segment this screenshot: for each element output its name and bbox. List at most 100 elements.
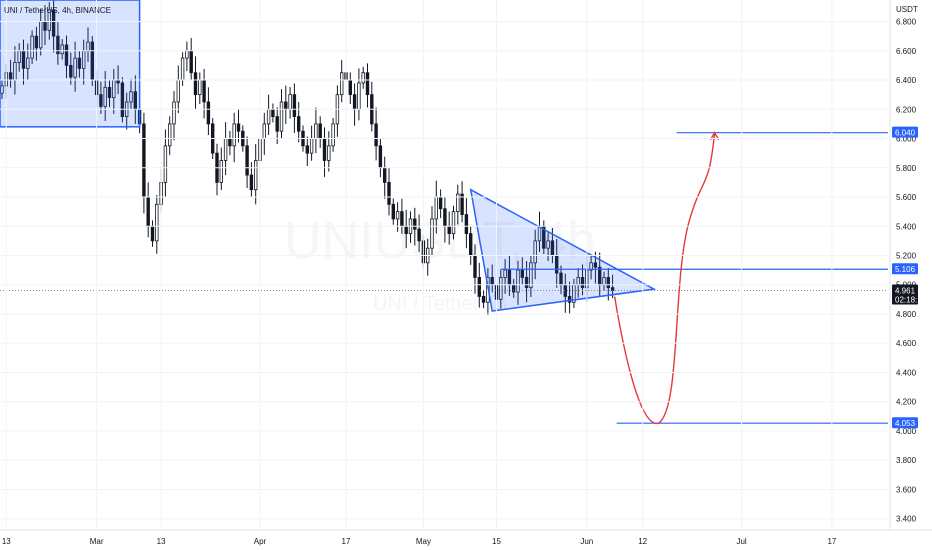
price-tick-label: 5.800 xyxy=(896,164,917,173)
candle-up xyxy=(185,50,189,59)
candle-down xyxy=(520,269,524,278)
candle-down xyxy=(387,181,391,205)
candle-down xyxy=(460,193,464,215)
candle-down xyxy=(292,94,297,117)
candle-down xyxy=(400,211,404,227)
triangle-pattern xyxy=(469,188,657,312)
time-tick-label: 15 xyxy=(492,537,501,546)
candle-up xyxy=(533,240,537,264)
candle-up xyxy=(167,123,172,147)
price-tick-label: 6.000 xyxy=(896,135,917,144)
price-tick-label: 4.000 xyxy=(896,427,917,436)
candle-down xyxy=(348,79,352,96)
candle-up xyxy=(172,101,176,125)
candle-up xyxy=(546,240,550,249)
time-tick-label: Mar xyxy=(90,537,104,546)
candle-up xyxy=(47,9,51,31)
candle-up xyxy=(103,86,107,107)
price-label: 6.040 xyxy=(895,129,916,138)
candle-down xyxy=(271,108,275,117)
time-tick-label: Jun xyxy=(580,537,593,546)
candle-down xyxy=(236,123,241,132)
candle-down xyxy=(189,50,193,74)
candle-down xyxy=(322,138,327,161)
price-tick-label: 4.800 xyxy=(896,310,917,319)
candle-up xyxy=(499,277,503,300)
candle-up xyxy=(327,145,331,161)
candle-down xyxy=(481,296,486,303)
candle-up xyxy=(26,57,30,69)
candle-down xyxy=(305,145,309,154)
candle-down xyxy=(275,116,279,132)
candle-down xyxy=(69,65,73,78)
candle-down xyxy=(296,116,301,132)
candle-down xyxy=(477,277,481,297)
candle-down xyxy=(51,9,56,37)
candle-down xyxy=(228,138,232,147)
candle-down xyxy=(120,82,125,117)
candle-up xyxy=(266,108,271,125)
price-tick-label: 6.800 xyxy=(896,18,917,27)
time-tick-label: 17 xyxy=(342,537,351,546)
price-label-box xyxy=(892,126,918,138)
candle-down xyxy=(580,277,585,289)
candle-down xyxy=(391,203,395,220)
candle-up xyxy=(219,160,223,183)
candle-down xyxy=(417,228,421,242)
candle-up xyxy=(180,57,185,81)
candle-up xyxy=(331,123,335,147)
candle-up xyxy=(129,91,133,103)
time-tick-label: 12 xyxy=(638,537,647,546)
candle-down xyxy=(64,44,69,66)
time-tick-label: 13 xyxy=(157,537,166,546)
candle-up xyxy=(163,145,168,183)
projection-path xyxy=(613,132,716,424)
price-label: 4.053 xyxy=(895,419,916,428)
candle-up xyxy=(529,262,533,289)
candle-down xyxy=(404,225,408,234)
price-axis-unit: USDT xyxy=(896,5,918,14)
candle-up xyxy=(30,35,34,59)
candle-up xyxy=(309,138,314,154)
candle-up xyxy=(503,269,507,278)
price-label-box xyxy=(892,263,918,275)
price-tick-label: 3.600 xyxy=(896,485,917,494)
candle-up xyxy=(589,262,593,271)
candle-down xyxy=(443,208,447,227)
price-label: 5.106 xyxy=(895,265,916,274)
candle-up xyxy=(198,79,202,96)
price-tick-label: 3.800 xyxy=(896,456,917,465)
price-tick-label: 6.200 xyxy=(896,105,917,114)
price-tick-label: 5.400 xyxy=(896,222,917,231)
rectangle-zone xyxy=(0,0,141,128)
symbol-title[interactable]: UNI / TetherUS, 4h, BINANCE xyxy=(4,6,111,15)
candle-down xyxy=(318,123,322,139)
candle-down xyxy=(99,94,103,107)
candle-down xyxy=(438,196,443,210)
price-tick-label: 6.400 xyxy=(896,76,917,85)
candle-up xyxy=(430,218,434,249)
time-tick-label: Apr xyxy=(254,537,267,546)
candle-down xyxy=(413,218,417,230)
candle-down xyxy=(202,79,206,103)
price-tick-label: 5.600 xyxy=(896,193,917,202)
candle-down xyxy=(245,145,249,176)
candle-down xyxy=(146,196,150,227)
time-axis-ticks: 13 Mar 13 Apr 17 May 15 Jun 12 Jul 17 xyxy=(2,0,837,546)
candle-down xyxy=(142,123,146,198)
candle-down xyxy=(464,214,469,234)
time-tick-label: 13 xyxy=(2,537,11,546)
candle-up xyxy=(434,196,438,220)
candle-down xyxy=(56,35,60,55)
candle-up xyxy=(516,269,520,293)
time-tick-label: 17 xyxy=(827,537,836,546)
price-axis[interactable]: USDT 6.800 6.600 6.400 6.200 6.000 5.800 5.600… xyxy=(0,0,926,530)
candle-down xyxy=(365,72,370,96)
candle-down xyxy=(77,57,82,69)
candle-up xyxy=(451,211,456,234)
candle-up xyxy=(253,160,258,191)
candle-up xyxy=(262,123,266,139)
